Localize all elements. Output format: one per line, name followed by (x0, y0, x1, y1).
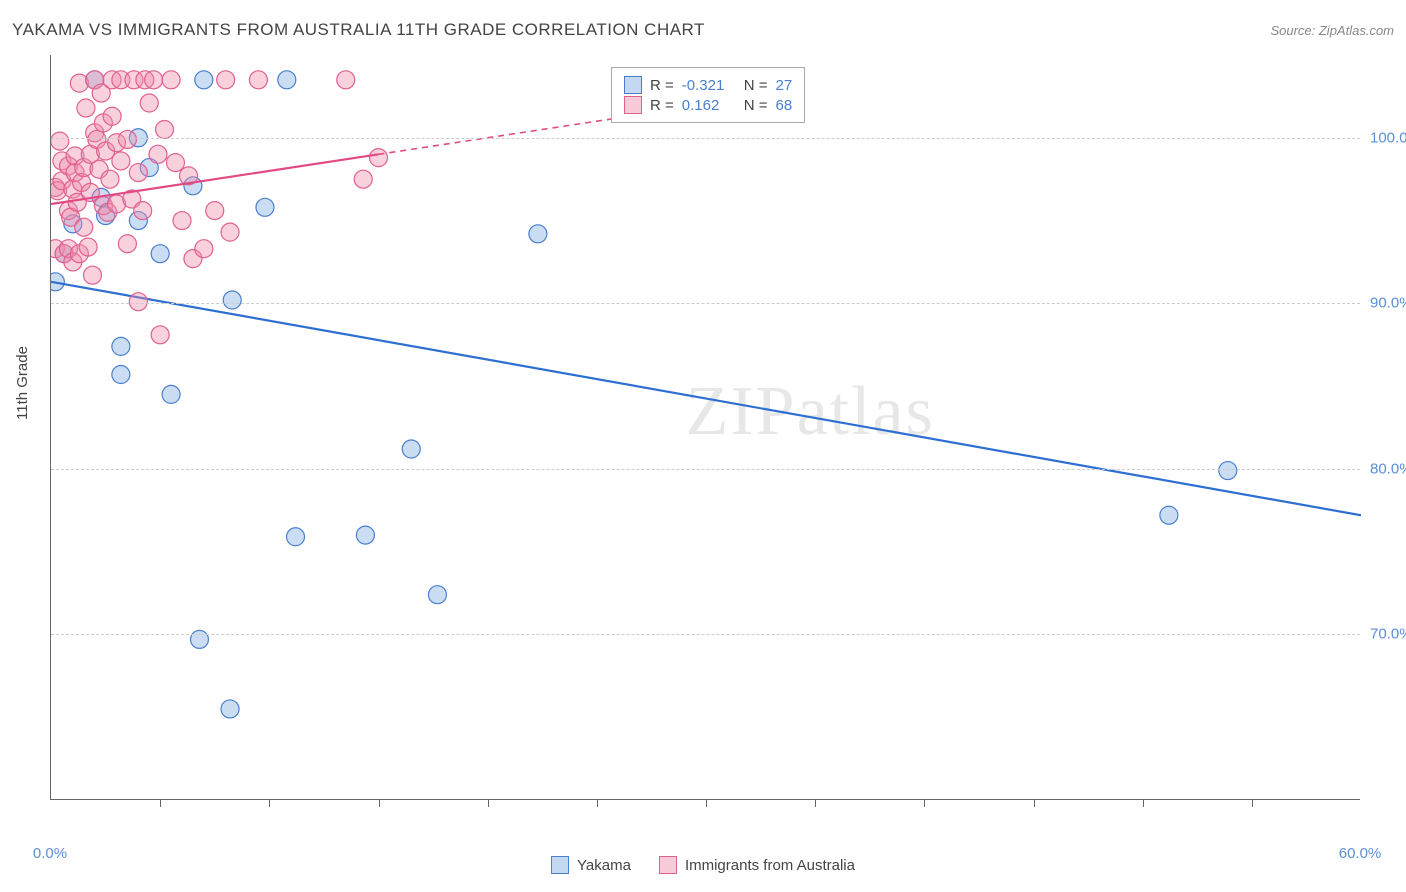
x-tick-label: 60.0% (1339, 845, 1382, 862)
data-point (221, 223, 239, 241)
chart-svg (51, 55, 1361, 800)
data-point (221, 700, 239, 718)
bottom-legend: Yakama Immigrants from Australia (551, 856, 855, 874)
data-point (140, 94, 158, 112)
y-tick-label: 100.0% (1370, 129, 1406, 146)
data-point (112, 337, 130, 355)
x-tick (1252, 799, 1253, 807)
y-tick-label: 90.0% (1370, 295, 1406, 312)
legend-swatch (659, 856, 677, 874)
data-point (151, 245, 169, 263)
x-tick (269, 799, 270, 807)
data-point (337, 71, 355, 89)
data-point (129, 164, 147, 182)
data-point (112, 152, 130, 170)
data-point (287, 528, 305, 546)
data-point (118, 130, 136, 148)
legend-swatch (624, 96, 642, 114)
data-point (149, 145, 167, 163)
x-tick (1034, 799, 1035, 807)
x-tick (160, 799, 161, 807)
x-tick-label: 0.0% (33, 845, 67, 862)
data-point (190, 630, 208, 648)
data-point (166, 154, 184, 172)
data-point (101, 170, 119, 188)
x-tick (706, 799, 707, 807)
data-point (223, 291, 241, 309)
gridline (51, 303, 1360, 304)
data-point (1219, 462, 1237, 480)
x-tick (924, 799, 925, 807)
data-point (206, 202, 224, 220)
legend-item: Immigrants from Australia (659, 856, 855, 874)
trend-line (51, 282, 1361, 515)
legend-label: Yakama (577, 857, 631, 874)
x-tick (597, 799, 598, 807)
data-point (103, 107, 121, 125)
stats-row: R = -0.321 N = 27 (624, 76, 792, 94)
data-point (195, 71, 213, 89)
data-point (129, 293, 147, 311)
gridline (51, 634, 1360, 635)
legend-item: Yakama (551, 856, 631, 874)
data-point (356, 526, 374, 544)
data-point (77, 99, 95, 117)
data-point (162, 385, 180, 403)
data-point (51, 132, 69, 150)
data-point (118, 235, 136, 253)
data-point (1160, 506, 1178, 524)
gridline (51, 138, 1360, 139)
data-point (428, 586, 446, 604)
data-point (162, 71, 180, 89)
y-tick-label: 80.0% (1370, 460, 1406, 477)
gridline (51, 469, 1360, 470)
data-point (156, 121, 174, 139)
y-axis-label: 11th Grade (14, 346, 31, 420)
data-point (354, 170, 372, 188)
data-point (370, 149, 388, 167)
stats-row: R = 0.162 N = 68 (624, 96, 792, 114)
legend-swatch (624, 76, 642, 94)
data-point (249, 71, 267, 89)
data-point (79, 238, 97, 256)
data-point (83, 266, 101, 284)
data-point (173, 212, 191, 230)
data-point (75, 218, 93, 236)
source-attribution: Source: ZipAtlas.com (1270, 23, 1394, 38)
data-point (529, 225, 547, 243)
data-point (278, 71, 296, 89)
data-point (256, 198, 274, 216)
data-point (112, 366, 130, 384)
x-tick (1143, 799, 1144, 807)
correlation-stats-box: R = -0.321 N = 27 R = 0.162 N = 68 (611, 67, 805, 123)
y-tick-label: 70.0% (1370, 626, 1406, 643)
legend-label: Immigrants from Australia (685, 857, 855, 874)
data-point (145, 71, 163, 89)
data-point (195, 240, 213, 258)
data-point (134, 202, 152, 220)
data-point (217, 71, 235, 89)
chart-title: YAKAMA VS IMMIGRANTS FROM AUSTRALIA 11TH… (12, 20, 705, 40)
plot-area: ZIPatlas R = -0.321 N = 27 R = 0.162 N =… (50, 55, 1360, 800)
data-point (151, 326, 169, 344)
legend-swatch (551, 856, 569, 874)
x-tick (488, 799, 489, 807)
title-bar: YAKAMA VS IMMIGRANTS FROM AUSTRALIA 11TH… (12, 20, 1394, 40)
x-tick (379, 799, 380, 807)
data-point (402, 440, 420, 458)
x-tick (815, 799, 816, 807)
